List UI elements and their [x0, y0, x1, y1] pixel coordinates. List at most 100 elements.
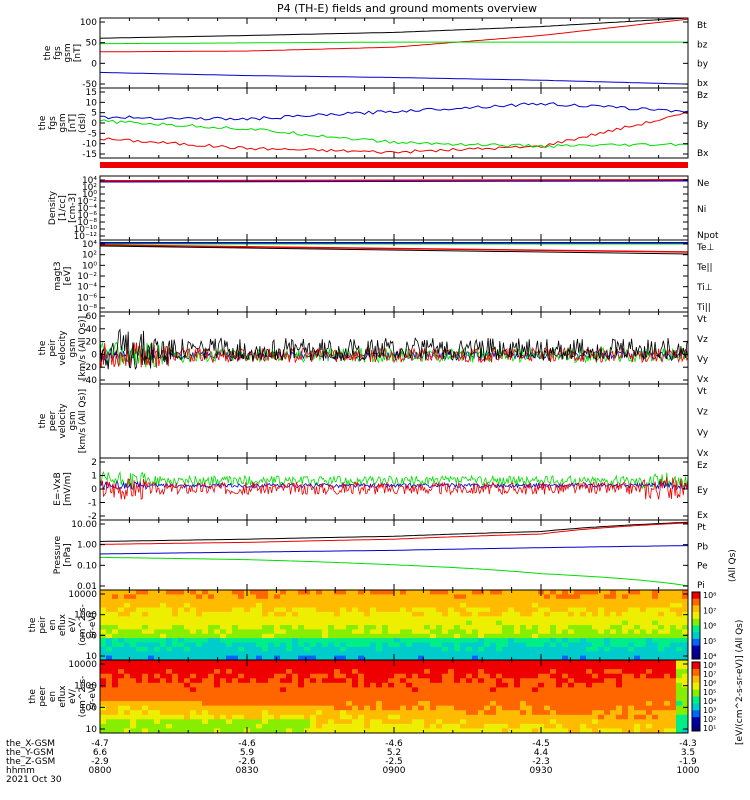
spectrogram-cell [346, 633, 353, 639]
spectrogram-cell [628, 691, 635, 697]
spectrogram-cell [412, 728, 419, 734]
separator-bar [100, 162, 688, 168]
spectrogram-cell [166, 714, 173, 720]
spectrogram-cell [424, 598, 431, 604]
spectrogram-cell [424, 603, 431, 608]
spectrogram-cell [232, 719, 239, 725]
spectrogram-cell [658, 629, 665, 635]
spectrogram-cell [100, 651, 107, 657]
spectrogram-cell [322, 625, 329, 630]
spectrogram-cell [298, 616, 305, 622]
spectrogram-cell [526, 590, 533, 595]
spectrogram-cell [136, 625, 143, 630]
spectrogram-cell [496, 607, 503, 613]
spectrogram-cell [436, 691, 443, 697]
spectrogram-cell [136, 598, 143, 604]
spectrogram-cell [442, 598, 449, 604]
spectrogram-cell [664, 598, 671, 604]
spectrogram-cell [172, 669, 179, 675]
spectrogram-cell [406, 664, 413, 670]
spectrogram-cell [634, 682, 641, 688]
spectrogram-cell [184, 701, 191, 707]
spectrogram-cell [394, 673, 401, 679]
spectrogram-cell [376, 646, 383, 652]
spectrogram-cell [178, 701, 185, 707]
spectrogram-cell [580, 669, 587, 675]
legend-vz: Vz [697, 335, 708, 345]
spectrogram-cell [460, 719, 467, 725]
spectrogram-cell [166, 625, 173, 630]
spectrogram-cell [574, 701, 581, 707]
spectrogram-cell [148, 701, 155, 707]
spectrogram-cell [568, 594, 575, 600]
spectrogram-cell [184, 633, 191, 639]
spectrogram-cell [316, 646, 323, 652]
spectrogram-cell [652, 607, 659, 613]
spectrogram-cell [658, 664, 665, 670]
spectrogram-cell [112, 701, 119, 707]
spectrogram-cell [478, 673, 485, 679]
spectrogram-cell [208, 723, 215, 729]
spectrogram-cell [196, 638, 203, 643]
spectrogram-cell [190, 664, 197, 670]
spectrogram-cell [490, 598, 497, 604]
spectrogram-cell [214, 611, 221, 617]
spectrogram-cell [334, 728, 341, 734]
spectrogram-cell [178, 603, 185, 608]
y-tick-label: 10000 [68, 660, 97, 670]
spectrogram-cell [532, 705, 539, 711]
spectrogram-cell [664, 673, 671, 679]
spectrogram-cell [616, 633, 623, 639]
spectrogram-cell [526, 598, 533, 604]
spectrogram-cell [682, 710, 689, 716]
spectrogram-cell [196, 651, 203, 657]
spectrogram-cell [238, 646, 245, 652]
spectrogram-cell [316, 629, 323, 635]
spectrogram-cell [148, 598, 155, 604]
spectrogram-cell [520, 710, 527, 716]
spectrogram-cell [496, 691, 503, 697]
y-tick-label: 100 [80, 631, 97, 641]
spectrogram-cell [130, 714, 137, 720]
spectrogram-cell [628, 687, 635, 693]
spectrogram-cell [430, 598, 437, 604]
spectrogram-cell [196, 728, 203, 734]
spectrogram-cell [412, 603, 419, 608]
colorbar-frame [691, 661, 701, 732]
spectrogram-cell [226, 687, 233, 693]
spectrogram-cell [424, 633, 431, 639]
spectrogram-cell [220, 629, 227, 635]
spectrogram-cell [280, 638, 287, 643]
spectrogram-cell [532, 611, 539, 617]
spectrogram-cell [328, 638, 335, 643]
spectrogram-cell [238, 598, 245, 604]
spectrogram-cell [472, 723, 479, 729]
spectrogram-cell [514, 719, 521, 725]
spectrogram-cell [442, 629, 449, 635]
spectrogram-cell [550, 710, 557, 716]
spectrogram-cell [442, 673, 449, 679]
spectrogram-cell [670, 655, 677, 661]
spectrogram-cell [436, 682, 443, 688]
spectrogram-cell [250, 642, 257, 648]
spectrogram-cell [424, 728, 431, 734]
spectrogram-cell [316, 664, 323, 670]
y-tick-label: 1000 [74, 611, 97, 621]
spectrogram-cell [352, 673, 359, 679]
spectrogram-cell [118, 719, 125, 725]
spectrogram-cell [214, 607, 221, 613]
spectrogram-cell [472, 701, 479, 707]
spectrogram-cell [622, 638, 629, 643]
spectrogram-cell [412, 673, 419, 679]
spectrogram-cell [652, 598, 659, 604]
spectrogram-cell [322, 629, 329, 635]
spectrogram-cell [472, 629, 479, 635]
spectrogram-cell [286, 710, 293, 716]
spectrogram-cell [466, 728, 473, 734]
spectrogram-cell [652, 728, 659, 734]
spectrogram-cell [370, 620, 377, 626]
spectrogram-cell [472, 691, 479, 697]
spectrogram-cell [646, 669, 653, 675]
spectrogram-cell [394, 611, 401, 617]
spectrogram-cell [382, 611, 389, 617]
